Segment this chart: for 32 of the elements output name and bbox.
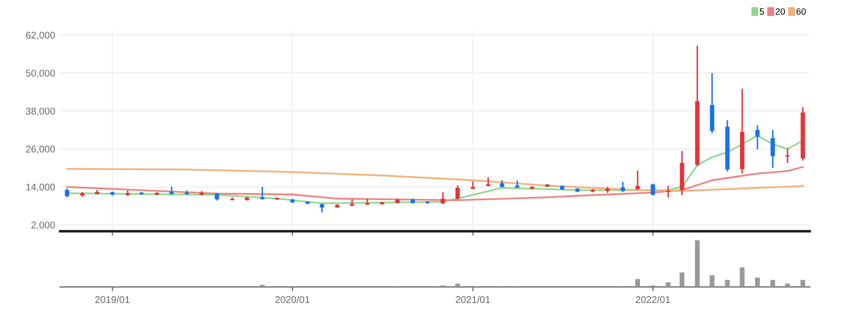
y-tick-label: 62,000 <box>26 32 55 40</box>
legend-label: 5 <box>760 8 764 15</box>
bar <box>710 275 714 287</box>
legend-label: 20 <box>776 8 785 15</box>
candlestick <box>635 170 640 190</box>
y-tick-label: 26,000 <box>26 146 55 154</box>
y-tick-label: 38,000 <box>26 108 55 116</box>
bar <box>680 272 684 287</box>
bar <box>666 282 671 287</box>
candlestick <box>666 185 670 198</box>
candlestick <box>620 181 625 193</box>
candlestick <box>486 176 490 187</box>
x-tick-label: 2022/01 <box>636 296 670 304</box>
candlestick <box>440 192 445 205</box>
candlestick <box>770 129 775 169</box>
bar <box>740 267 745 287</box>
bar <box>694 240 700 287</box>
legend-label: 60 <box>796 8 806 15</box>
x-tick-label: 2021/01 <box>456 296 490 304</box>
bar <box>785 284 790 287</box>
x-tick-label: 2020/01 <box>275 296 310 304</box>
bar <box>755 278 760 287</box>
bar <box>635 278 640 287</box>
candlestick <box>455 184 460 200</box>
line-series <box>66 168 804 192</box>
x-tick-label: 2019/01 <box>95 296 130 304</box>
y-tick-label: 50,000 <box>26 70 55 78</box>
candlestick <box>755 124 760 150</box>
y-tick-label: 2,000 <box>31 222 55 230</box>
line-series <box>66 166 804 202</box>
y-tick-label: 14,000 <box>26 184 55 192</box>
candlestick <box>650 183 656 196</box>
